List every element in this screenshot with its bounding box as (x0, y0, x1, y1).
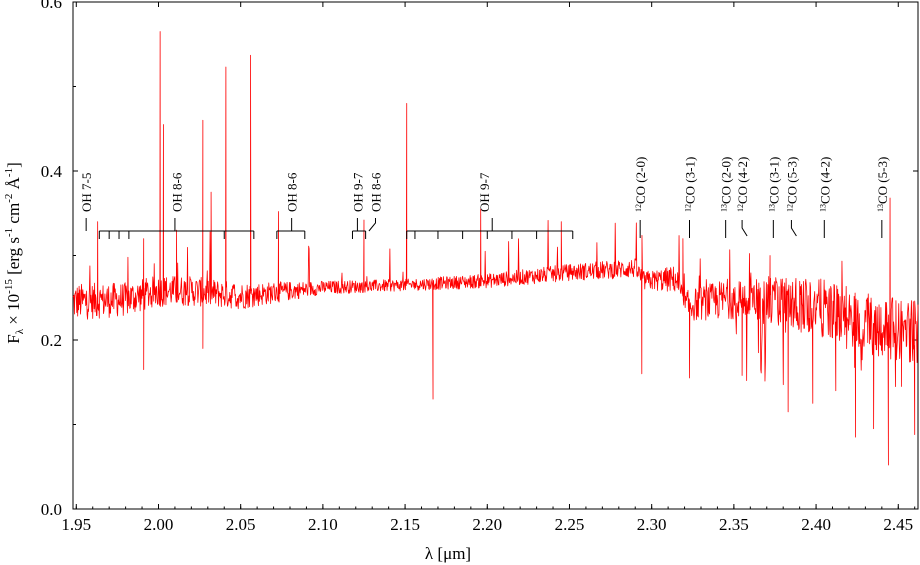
x-axis-label: λ [μm] (425, 544, 471, 563)
y-tick-label: 0.0 (41, 500, 62, 519)
co-label: 13CO (4-2) (817, 157, 832, 238)
co-label-text: 13CO (2-0) (719, 157, 734, 212)
oh-comb (276, 230, 306, 239)
co-leader (741, 220, 748, 237)
x-tick-label: 1.95 (61, 515, 91, 534)
plot-border (72, 1, 919, 510)
y-axis-label: Fλ × 10-15 [erg s-1 cm-2 Å-1] (3, 162, 26, 344)
co-label-text: 13CO (5-3) (875, 157, 890, 212)
x-tick-label: 2.00 (144, 515, 174, 534)
x-tick-label: 2.10 (308, 515, 338, 534)
y-tick-label: 0.2 (41, 331, 62, 350)
co-label-text: 12CO (5-3) (784, 157, 799, 212)
x-tick-labels: 1.95 2.00 2.05 2.10 2.15 2.20 2.25 2.30 2.35 2.40… (61, 515, 913, 534)
x-tick-label: 2.15 (390, 515, 420, 534)
x-tick-label: 2.25 (555, 515, 585, 534)
oh-comb (351, 230, 367, 239)
oh-label: OH 8-6 (170, 172, 185, 231)
x-tick-label: 2.30 (637, 515, 667, 534)
co-label: 13CO (2-0) (719, 157, 734, 238)
co-label-text: 12CO (4-2) (735, 157, 750, 212)
series-layer (72, 31, 919, 466)
co-label: 13CO (3-1) (766, 157, 781, 238)
oh-label: OH 9-7 (477, 172, 493, 231)
oh-label: OH 9-7 (350, 172, 365, 231)
x-tick-label: 2.20 (472, 515, 502, 534)
y-tick-label: 0.4 (41, 162, 63, 181)
co-leader (790, 220, 797, 237)
oh-label-text: OH 8-6 (368, 172, 383, 212)
oh-comb (98, 230, 255, 239)
oh-label: OH 8-6 (285, 172, 300, 231)
y-tick-label: 0.6 (41, 0, 62, 12)
co-label-text: 12CO (3-1) (682, 157, 697, 212)
oh-label-text: OH 7-5 (79, 173, 94, 212)
co-label: 12CO (5-3) (784, 157, 799, 237)
co-label: 12CO (3-1) (682, 157, 697, 238)
oh-label-text: OH 8-6 (285, 172, 300, 212)
oh-leader (368, 218, 376, 232)
y-tick-labels: 0.0 0.2 0.4 0.6 (41, 0, 63, 519)
oh-comb (406, 230, 574, 239)
co-label-text: 13CO (3-1) (766, 157, 781, 212)
axis-ticks (73, 1, 918, 510)
oh-label-text: OH 9-7 (477, 172, 492, 212)
oh-label: OH 8-6 (368, 172, 383, 232)
co-label: 13CO (5-3) (875, 157, 890, 238)
spectrum-line (72, 31, 919, 466)
oh-label-text: OH 8-6 (170, 172, 185, 212)
oh-label: OH 7-5 (79, 173, 94, 231)
x-tick-label: 2.45 (883, 515, 913, 534)
co-label-text: 12CO (2-0) (633, 157, 648, 212)
plot-frame (72, 1, 919, 510)
co-label: 12CO (4-2) (735, 157, 750, 237)
x-tick-label: 2.40 (801, 515, 831, 534)
annotation-layer: OH 7-5 OH 8-6 OH 8-6 OH 9-7 OH 8-6 OH 9-7 12CO… (79, 157, 890, 239)
oh-label-text: OH 9-7 (350, 172, 365, 212)
co-label-text: 13CO (4-2) (817, 157, 832, 212)
x-tick-label: 2.05 (226, 515, 256, 534)
co-label: 12CO (2-0) (633, 157, 648, 238)
x-tick-label: 2.35 (719, 515, 749, 534)
